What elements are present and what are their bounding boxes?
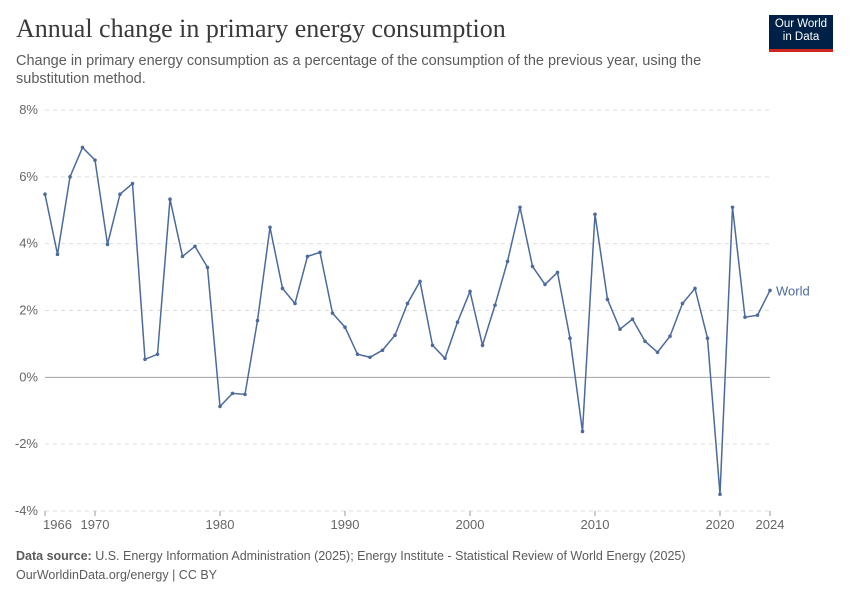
data-point [655,350,660,355]
data-point [730,205,735,210]
x-tick-label: 1966 [43,517,72,532]
data-point [643,339,647,344]
data-point [105,242,110,247]
data-point [268,225,272,230]
data-point [168,197,172,202]
data-point [405,301,410,306]
data-point [455,320,460,324]
data-point [593,212,597,217]
data-point [205,265,210,270]
data-point [480,343,485,348]
data-point [130,181,135,186]
data-point [530,264,535,269]
data-point [380,348,385,353]
y-tick-label: 2% [19,303,38,318]
chart-subtitle: Change in primary energy consumption as … [16,53,702,87]
data-point [318,250,322,255]
data-point [493,303,497,307]
data-point [705,336,710,341]
data-point [668,334,672,339]
y-tick-label: 8% [19,102,38,117]
data-point [155,352,160,357]
data-point [218,404,222,409]
data-point [55,252,60,257]
data-point [93,158,97,162]
x-tick-label: 2010 [581,517,610,532]
footer-link[interactable]: OurWorldinData.org/energy | CC BY [16,568,218,582]
data-point [505,259,510,264]
data-point [468,289,472,294]
y-tick-label: 0% [19,369,38,384]
data-point [355,352,360,357]
data-point [280,286,285,291]
data-point [80,145,85,150]
data-point [443,356,447,361]
x-tick-label: 2000 [456,517,485,532]
data-point [418,279,422,284]
data-point [555,270,560,275]
data-point [743,315,747,319]
data-point [118,192,122,197]
x-tick-label: 1990 [331,517,360,532]
data-point [43,192,47,197]
data-point [605,297,610,302]
series-label: World [776,283,810,298]
series-line [44,146,771,495]
data-source: U.S. Energy Information Administration (… [95,549,686,563]
data-point [368,355,372,360]
data-point [755,313,760,317]
data-point [68,175,72,179]
data-point [180,254,185,259]
source-label: Data source: [16,549,92,563]
data-point [693,286,697,291]
y-tick-label: -2% [15,436,39,451]
chart-title: Annual change in primary energy consumpt… [16,14,506,43]
data-point [543,282,547,287]
data-point [343,325,347,330]
x-tick-label: 2020 [706,517,735,532]
data-point [393,333,397,338]
data-point [255,318,260,323]
data-point [143,357,147,362]
footer: Data source: U.S. Energy Information Adm… [16,547,686,585]
data-point [718,492,722,497]
x-tick-label: 1980 [206,517,235,532]
y-tick-label: 6% [19,169,38,184]
data-point [568,336,572,341]
data-point [518,205,522,210]
data-point [430,343,435,348]
data-point [680,301,685,306]
data-point [330,311,335,315]
data-point [768,288,772,293]
data-point [193,244,197,249]
data-point [230,391,235,396]
data-point [293,301,297,306]
x-tick-label: 2024 [756,517,785,532]
data-point [618,327,622,332]
y-tick-label: -4% [15,503,39,518]
data-point [243,392,247,397]
owid-logo[interactable]: Our World in Data [769,15,833,52]
x-tick-label: 1970 [81,517,110,532]
data-point [630,317,635,321]
data-point [305,254,310,259]
y-tick-label: 4% [19,236,38,251]
data-point [580,429,585,434]
